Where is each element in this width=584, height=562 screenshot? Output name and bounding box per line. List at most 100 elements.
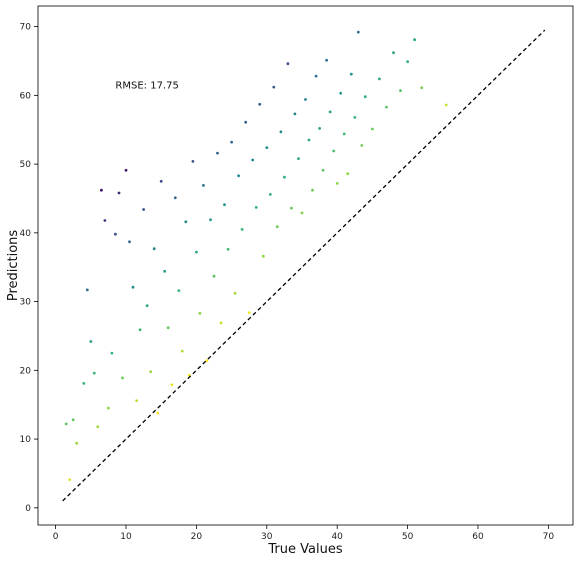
data-point <box>335 182 339 185</box>
data-point <box>240 228 244 231</box>
data-point <box>318 126 321 130</box>
data-point <box>156 411 160 415</box>
data-point <box>138 328 142 332</box>
data-point <box>339 91 343 95</box>
data-point <box>420 86 424 90</box>
data-point <box>205 359 209 363</box>
data-point <box>293 112 297 116</box>
data-point <box>163 269 167 273</box>
data-point <box>311 188 314 192</box>
y-axis-ticks: 0 10 20 30 40 50 60 70 <box>20 23 38 514</box>
data-point <box>399 89 402 92</box>
data-point <box>272 85 276 89</box>
data-point <box>149 370 153 374</box>
data-point <box>131 285 135 289</box>
data-point <box>135 399 139 402</box>
data-point <box>68 478 72 481</box>
data-point <box>385 105 388 109</box>
data-point <box>325 58 328 62</box>
x-tick-label: 10 <box>120 532 132 542</box>
data-point <box>356 30 360 34</box>
x-tick-label: 20 <box>191 532 203 542</box>
data-point <box>100 188 103 192</box>
data-point <box>128 240 131 244</box>
plot-frame <box>37 5 574 526</box>
data-point <box>261 254 265 258</box>
data-point <box>107 406 110 410</box>
y-tick-label: 20 <box>20 366 32 376</box>
data-point <box>244 120 248 124</box>
data-point <box>170 383 174 387</box>
data-point <box>85 288 89 292</box>
data-point <box>226 247 230 251</box>
data-point <box>300 211 304 215</box>
y-tick-label: 40 <box>20 229 32 239</box>
data-point <box>121 376 124 380</box>
data-point <box>349 72 353 76</box>
data-point <box>392 51 395 55</box>
y-tick-label: 60 <box>20 91 32 101</box>
data-point <box>89 340 93 343</box>
data-point <box>195 250 198 254</box>
data-point <box>233 291 237 295</box>
x-axis-title: True Values <box>267 542 342 557</box>
data-point <box>96 425 100 429</box>
data-point <box>371 127 374 131</box>
data-point <box>413 38 416 42</box>
data-point <box>290 206 293 210</box>
x-tick-label: 0 <box>53 532 59 542</box>
data-point <box>184 220 188 224</box>
data-point <box>279 130 283 134</box>
data-point <box>363 95 367 99</box>
data-point <box>321 168 325 172</box>
data-point <box>275 225 279 229</box>
data-point <box>378 77 381 81</box>
data-point <box>297 157 300 161</box>
data-point <box>159 179 163 183</box>
data-point <box>406 60 409 64</box>
points-layer <box>64 30 448 481</box>
data-point <box>64 422 68 426</box>
data-point <box>191 160 195 163</box>
y-tick-label: 70 <box>20 23 32 33</box>
data-point <box>145 304 149 308</box>
y-tick-label: 30 <box>20 298 32 308</box>
data-point <box>142 208 146 211</box>
identity-reference-line <box>62 29 546 502</box>
data-point <box>223 203 226 207</box>
x-tick-label: 60 <box>472 532 484 542</box>
data-point <box>82 382 86 385</box>
data-point <box>212 274 216 278</box>
data-point <box>173 196 177 200</box>
data-point <box>265 146 269 150</box>
data-point <box>92 371 96 375</box>
data-point <box>152 247 156 251</box>
y-tick-label: 0 <box>25 504 31 514</box>
y-axis-title: Predictions <box>6 230 21 302</box>
data-point <box>346 172 350 176</box>
data-point <box>247 311 251 314</box>
data-point <box>254 206 258 209</box>
data-point <box>75 441 79 445</box>
y-tick-label: 50 <box>20 160 32 170</box>
data-point <box>177 289 181 292</box>
rmse-annotation: RMSE: 17.75 <box>115 80 178 91</box>
data-point <box>268 193 272 196</box>
data-point <box>342 132 346 136</box>
data-point <box>71 418 75 422</box>
data-point <box>166 326 170 330</box>
x-axis-ticks: 0 10 20 30 40 50 60 70 <box>53 525 554 542</box>
data-point <box>237 174 241 178</box>
x-tick-label: 40 <box>331 532 343 542</box>
data-point <box>283 175 286 179</box>
data-point <box>209 218 212 222</box>
data-point <box>202 184 205 187</box>
data-point <box>114 232 117 236</box>
data-point <box>216 151 219 155</box>
data-point <box>286 62 290 66</box>
data-point <box>314 74 318 78</box>
data-point <box>360 144 364 147</box>
data-point <box>444 103 448 107</box>
